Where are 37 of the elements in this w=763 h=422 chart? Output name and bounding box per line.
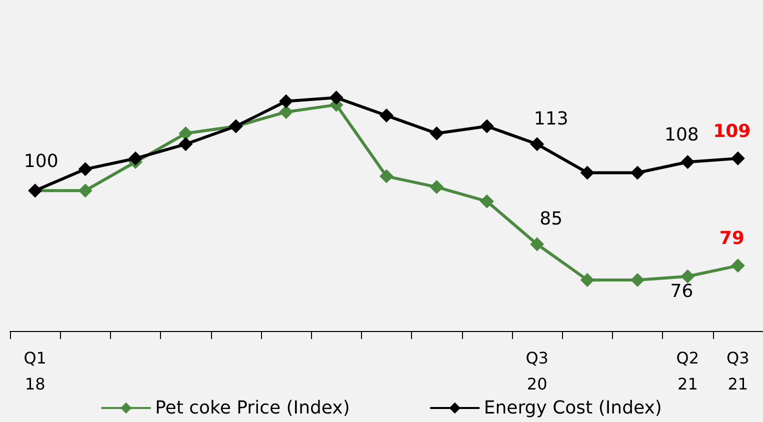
x-tick-label: Q3 20 <box>526 348 548 394</box>
point <box>78 162 92 176</box>
legend-label: Pet coke Price (Index) <box>155 398 350 418</box>
point <box>279 94 294 108</box>
point <box>279 104 294 119</box>
data-label: 109 <box>713 120 751 142</box>
point <box>430 126 444 140</box>
point <box>480 194 494 208</box>
x-tick-label: Q2 21 <box>676 348 700 394</box>
point <box>380 169 394 184</box>
data-label: 79 <box>719 228 744 250</box>
point <box>380 108 394 123</box>
point <box>680 269 695 284</box>
point <box>178 137 193 152</box>
data-label: 100 <box>24 151 58 172</box>
point <box>580 166 594 180</box>
point <box>730 151 745 166</box>
point <box>178 126 193 140</box>
point <box>329 90 344 105</box>
point <box>430 180 444 194</box>
data-label: 108 <box>664 124 699 146</box>
point <box>128 151 142 166</box>
point <box>630 272 644 287</box>
point <box>78 184 92 198</box>
point <box>530 137 544 152</box>
data-label: 76 <box>670 280 694 302</box>
point <box>480 119 494 134</box>
point <box>580 272 594 287</box>
data-label: 113 <box>534 108 568 130</box>
point <box>530 237 544 252</box>
x-tick-label: Q1 18 <box>24 348 46 394</box>
point <box>630 166 644 180</box>
point <box>730 258 745 273</box>
data-label: 85 <box>540 208 563 230</box>
x-tick-label: Q3 21 <box>726 348 750 394</box>
point <box>680 155 695 170</box>
legend-label: Energy Cost (Index) <box>484 398 662 418</box>
